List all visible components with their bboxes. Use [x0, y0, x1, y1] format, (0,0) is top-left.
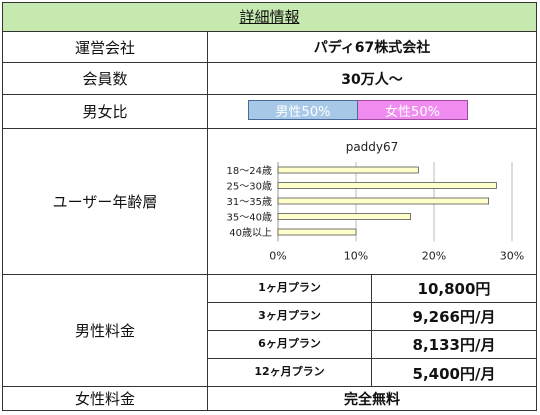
company-value: パディ67株式会社	[313, 40, 431, 56]
plan-row: 1ヶ月プラン 10,800円	[208, 275, 536, 303]
gender-ratio-bar: 男性50% 女性50%	[248, 100, 468, 120]
detail-table: 詳細情報 運営会社 パディ67株式会社 会員数 30万人～ 男女比 男性50% …	[2, 2, 537, 411]
chart-title: paddy67	[346, 140, 399, 154]
category-label: 18～24歳	[227, 165, 272, 177]
plan-row: 12ヶ月プラン 5,400円/月	[208, 359, 536, 387]
gender-ratio-row: 男女比 男性50% 女性50%	[3, 95, 536, 129]
category-label: 25～30歳	[227, 181, 272, 193]
plan-name: 12ヶ月プラン	[208, 359, 372, 387]
plan-name: 1ヶ月プラン	[208, 275, 372, 302]
female-pricing-value: 完全無料	[344, 391, 400, 408]
age-bar	[277, 197, 490, 205]
age-bar	[277, 213, 412, 220]
category-label: 40歳以上	[229, 227, 272, 239]
age-bar	[277, 228, 357, 236]
female-ratio-segment: 女性50%	[358, 100, 468, 120]
age-bar	[277, 182, 497, 189]
plan-price: 10,800円	[417, 280, 491, 298]
age-chart-svg: paddy67 0% 10% 20% 30% 18～24歳 25～30歳 31～35歳 35～4…	[227, 140, 525, 263]
female-pricing-row: 女性料金 完全無料	[3, 387, 536, 410]
category-label: 31～35歳	[227, 196, 272, 208]
gender-ratio-cell: 男性50% 女性50%	[208, 95, 536, 128]
members-label: 会員数	[3, 63, 208, 94]
plan-price: 5,400円/月	[412, 364, 496, 383]
plan-price: 9,266円/月	[412, 308, 496, 326]
table-title: 詳細情報	[239, 8, 300, 26]
plan-name: 3ヶ月プラン	[208, 303, 372, 330]
company-label: 運営会社	[3, 32, 208, 62]
age-bar	[277, 166, 419, 174]
x-tick-label: 30%	[500, 250, 524, 263]
age-row: ユーザー年齢層 paddy67 0% 10% 20% 30% 18～24歳 25～30歳 31…	[3, 129, 536, 275]
age-label: ユーザー年齢層	[3, 129, 208, 274]
gender-ratio-label: 男女比	[3, 95, 208, 128]
male-pricing-label: 男性料金	[3, 275, 208, 386]
company-row: 運営会社 パディ67株式会社	[3, 32, 536, 63]
plan-row: 6ヶ月プラン 8,133円/月	[208, 331, 536, 359]
female-pricing-label: 女性料金	[3, 387, 208, 410]
x-tick-label: 20%	[422, 250, 446, 263]
age-chart: paddy67 0% 10% 20% 30% 18～24歳 25～30歳 31～35歳 35～4…	[208, 129, 536, 274]
plan-name: 6ヶ月プラン	[208, 331, 372, 358]
table-header: 詳細情報	[3, 3, 536, 32]
male-ratio-segment: 男性50%	[248, 100, 358, 120]
x-tick-label: 10%	[344, 250, 368, 263]
members-value: 30万人～	[341, 71, 403, 88]
x-tick-label: 0%	[269, 250, 286, 263]
members-row: 会員数 30万人～	[3, 63, 536, 95]
male-pricing-row: 男性料金 1ヶ月プラン 10,800円 3ヶ月プラン 9,266円/月 6ヶ月プ…	[3, 275, 536, 387]
plan-price: 8,133円/月	[412, 336, 496, 354]
category-label: 35～40歳	[227, 212, 272, 224]
plan-row: 3ヶ月プラン 9,266円/月	[208, 303, 536, 331]
